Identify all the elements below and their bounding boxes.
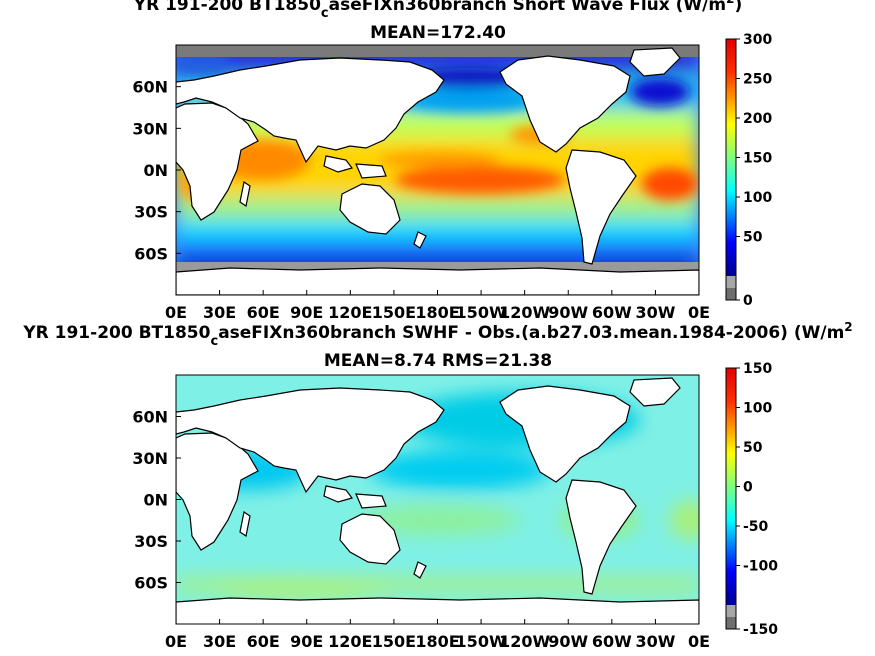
x-tick-label: 120E [328, 303, 372, 322]
colorbar-tick-label: 50 [743, 230, 763, 246]
colorbar-tick-label: 0 [743, 293, 753, 309]
x-tick-label: 0E [165, 632, 187, 651]
y-tick-label: 30S [134, 532, 168, 551]
panel-1-field [176, 45, 699, 295]
x-tick-label: 90W [548, 303, 588, 322]
colorbar-tick-label: 150 [743, 151, 772, 167]
x-tick-label: 60W [592, 303, 632, 322]
panel-1: YR 191-200 BT1850caseFIXn360branch Short… [132, 0, 772, 322]
colorbar-tick-label: 100 [743, 190, 772, 206]
colorbar-tick-label: 250 [743, 72, 772, 88]
x-tick-label: 90W [548, 632, 588, 651]
panel-2: YR 191-200 BT1850caseFIXn360branch SWHF … [22, 320, 852, 651]
colorbar-tick-label: -100 [743, 559, 778, 575]
colorbar-tick-label: 100 [743, 401, 772, 417]
x-tick-label: 30E [203, 632, 236, 651]
x-tick-label: 30W [635, 303, 675, 322]
x-tick-label: 150E [372, 632, 416, 651]
x-tick-label: 120W [499, 632, 550, 651]
panel-2-title: YR 191-200 BT1850caseFIXn360branch SWHF … [22, 320, 852, 349]
panel-1-colorbar: 0 50 100 150 200 250 300 [725, 32, 772, 309]
x-tick-label: 90E [290, 632, 323, 651]
y-tick-label: 60S [134, 244, 168, 263]
y-tick-label: 60S [134, 574, 168, 593]
y-tick-label: 60N [132, 408, 168, 427]
y-tick-label: 0N [143, 491, 168, 510]
panel-2-subtitle: MEAN=8.74 RMS=21.38 [324, 351, 552, 371]
panel-2-field [176, 375, 699, 624]
y-tick-label: 0N [143, 161, 168, 180]
x-tick-label: 150W [456, 632, 507, 651]
x-tick-label: 150E [372, 303, 416, 322]
x-tick-label: 0E [165, 303, 187, 322]
colorbar-tick-label: 300 [743, 32, 772, 48]
y-tick-label: 60N [132, 78, 168, 97]
y-tick-label: 30N [132, 119, 168, 138]
x-tick-label: 180E [415, 303, 459, 322]
panel-2-y-ticks: 60N 30N 0N 30S 60S [132, 408, 181, 593]
panel-2-colorbar: -150 -100 -50 0 50 100 150 [725, 361, 778, 638]
y-tick-label: 30N [132, 449, 168, 468]
x-tick-label: 150W [456, 303, 507, 322]
x-tick-label: 60E [247, 303, 280, 322]
colorbar-tick-label: 200 [743, 111, 772, 127]
colorbar-tick-label: 50 [743, 440, 763, 456]
x-tick-label: 60E [247, 632, 280, 651]
x-tick-label: 30E [203, 303, 236, 322]
panel-1-y-ticks: 60N 30N 0N 30S 60S [132, 78, 181, 263]
colorbar-tick-label: 150 [743, 361, 772, 377]
colorbar-tick-label: -150 [743, 622, 778, 638]
x-tick-label: 60W [592, 632, 632, 651]
x-tick-label: 120W [499, 303, 550, 322]
colorbar-tick-label: 0 [743, 480, 753, 496]
x-tick-label: 120E [328, 632, 372, 651]
panel-1-subtitle: MEAN=172.40 [370, 23, 506, 43]
colorbar-tick-label: -50 [743, 519, 769, 535]
panel-1-title: YR 191-200 BT1850caseFIXn360branch Short… [133, 0, 742, 21]
x-tick-label: 90E [290, 303, 323, 322]
x-tick-label: 0E [688, 632, 710, 651]
y-tick-label: 30S [134, 203, 168, 222]
x-tick-label: 30W [635, 632, 675, 651]
x-tick-label: 0E [688, 303, 710, 322]
x-tick-label: 180E [415, 632, 459, 651]
